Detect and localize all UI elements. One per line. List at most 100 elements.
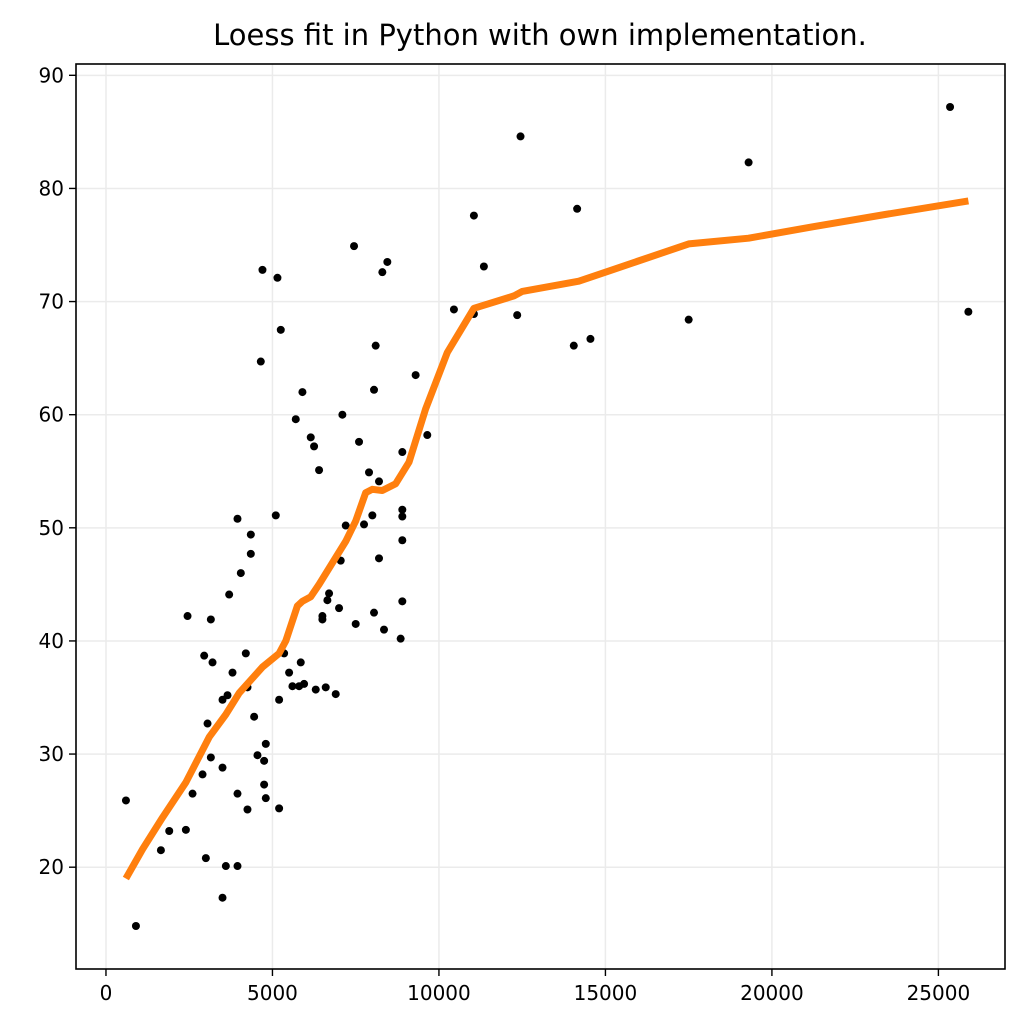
y-tick-label: 90 [39,63,64,87]
x-tick-label: 5000 [247,981,298,1005]
data-point [569,341,578,350]
data-point [203,719,212,728]
data-point [298,388,307,397]
data-point [243,805,252,814]
scatter-points [121,102,973,931]
y-tick-label: 50 [39,516,64,540]
data-point [300,679,309,688]
data-point [380,625,389,634]
data-point [225,590,234,599]
data-point [423,431,432,440]
x-tick-label: 0 [100,981,113,1005]
data-point [250,712,259,721]
data-point [744,158,753,167]
data-point [398,448,407,457]
data-point [181,825,190,834]
data-point [285,668,294,677]
data-point [260,756,269,765]
data-point [375,477,384,486]
y-tick-label: 30 [39,742,64,766]
data-point [311,685,320,694]
y-tick-label: 70 [39,290,64,314]
data-point [206,615,215,624]
data-point [233,514,242,523]
data-point [218,893,227,902]
y-tick-label: 80 [39,176,64,200]
data-point [236,569,245,578]
data-point [228,668,237,677]
data-point [276,325,285,334]
data-point [325,589,334,598]
data-point [233,862,242,871]
data-point [586,334,595,343]
data-point [258,265,267,274]
fit-line-group [122,197,969,881]
data-point [365,468,374,477]
data-point [323,596,332,605]
data-point [946,102,955,111]
y-axis: 20 30 40 50 60 70 80 90 [39,63,76,879]
data-point [310,442,319,451]
data-point [315,466,324,475]
data-point [411,371,420,380]
data-point [360,520,369,529]
data-point [370,608,379,617]
data-point [964,307,973,316]
data-point [273,273,282,282]
data-point [338,410,347,419]
data-point [198,770,207,779]
data-point [156,846,165,855]
x-tick-label: 20000 [740,981,804,1005]
data-point [351,619,360,628]
data-point [291,415,300,424]
x-tick-label: 25000 [907,981,971,1005]
loess-fit-line [122,197,969,881]
data-point [288,682,297,691]
data-point [131,922,140,931]
data-point [253,751,262,760]
data-point [260,780,269,789]
data-point [183,612,192,621]
data-point [370,385,379,394]
data-point [221,862,230,871]
data-point [246,549,255,558]
data-point [331,690,340,699]
data-point [306,433,315,442]
data-point [200,651,209,660]
data-point [375,554,384,563]
data-point [223,691,232,700]
data-point [261,739,270,748]
x-tick-label: 10000 [407,981,471,1005]
grid [76,64,1005,969]
data-point [516,132,525,141]
data-point [684,315,693,324]
data-point [201,854,210,863]
data-point [398,597,407,606]
chart-title: Loess fit in Python with own implementat… [213,18,867,52]
data-point [233,789,242,798]
y-tick-label: 40 [39,629,64,653]
data-point [479,262,488,271]
data-point [383,257,392,266]
y-tick-label: 60 [39,403,64,427]
data-point [321,683,330,692]
data-point [318,612,327,621]
data-point [241,649,250,658]
data-point [371,341,380,350]
data-point [271,511,280,520]
data-point [206,753,215,762]
data-point [296,658,305,667]
data-point [469,211,478,220]
data-point [355,437,364,446]
data-point [449,305,458,314]
x-axis: 0 5000 10000 15000 20000 25000 [100,969,971,1005]
data-point [261,794,270,803]
data-point [335,604,344,613]
data-point [218,763,227,772]
data-point [341,521,350,530]
data-point [396,634,405,643]
y-tick-label: 20 [39,855,64,879]
data-point [398,536,407,545]
data-point [513,311,522,320]
